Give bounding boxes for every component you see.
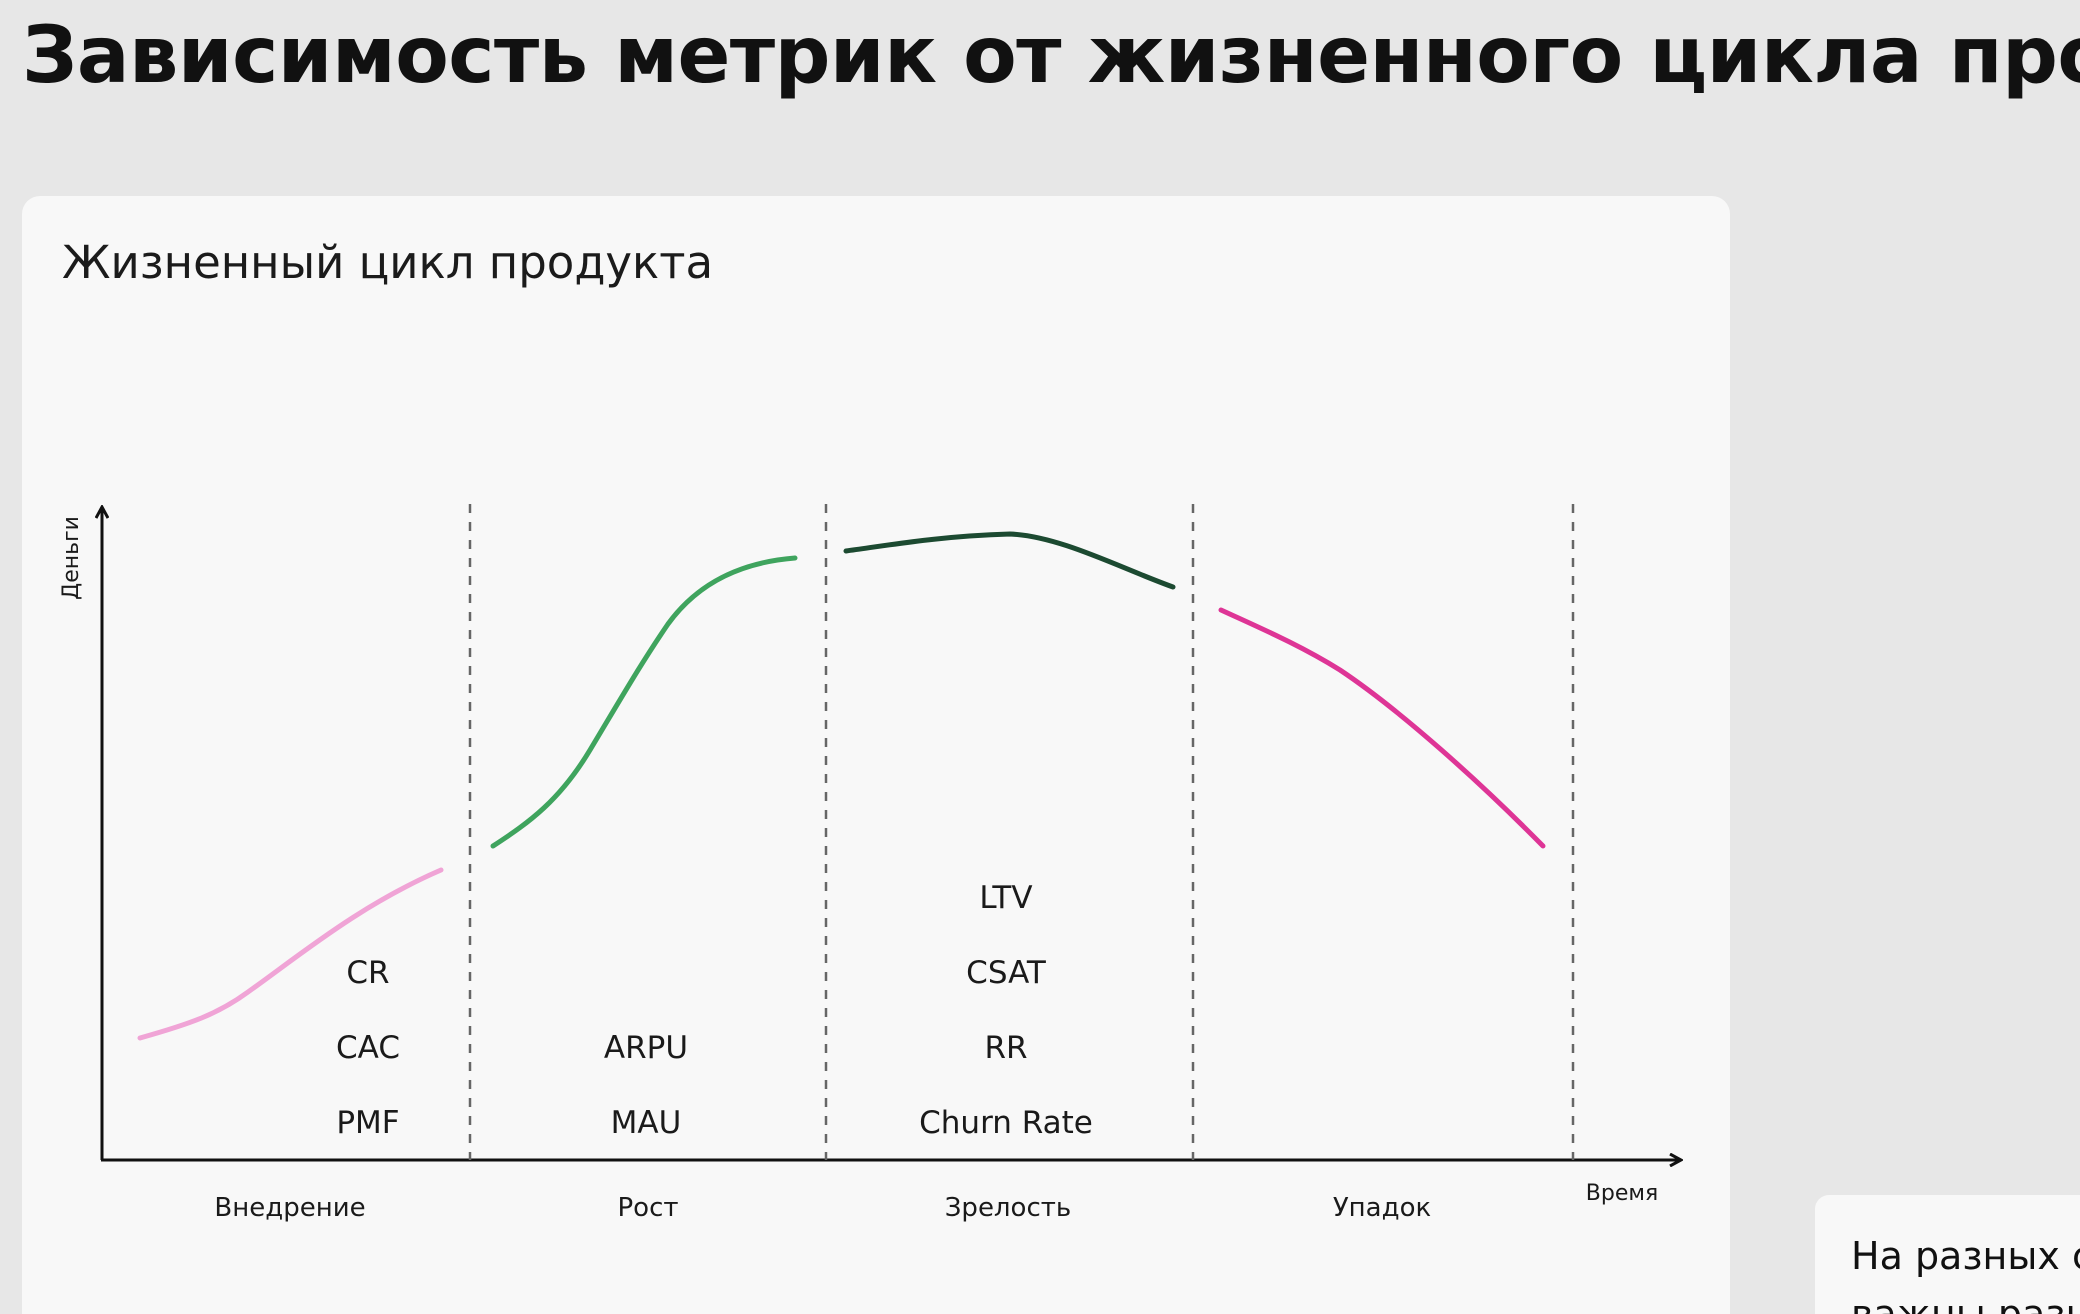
metric-label: CSAT [966, 955, 1047, 991]
side-note-text: На разных ст важны разн [1851, 1227, 2080, 1314]
curve-decline [1218, 607, 1546, 849]
metric-label: Churn Rate [919, 1105, 1093, 1141]
slide-title: Зависимость метрик от жизненного цикла п… [22, 11, 2080, 101]
metric-label: CR [346, 955, 389, 991]
metric-label: RR [984, 1030, 1027, 1066]
metric-label: MAU [611, 1105, 682, 1141]
stage-label-introduction: Внедрение [214, 1193, 365, 1223]
x-axis-label: Время [1586, 1181, 1658, 1206]
curve-growth [490, 555, 798, 849]
metric-label: LTV [979, 880, 1032, 916]
stage-label-growth: Рост [617, 1193, 678, 1223]
metric-label: ARPU [604, 1030, 688, 1066]
y-axis-label: Деньги [59, 516, 84, 600]
metric-label: PMF [336, 1105, 399, 1141]
card-title: Жизненный цикл продукта [62, 236, 714, 289]
stage-label-maturity: Зрелость [945, 1193, 1071, 1223]
curve-introduction [137, 867, 444, 1041]
curve-maturity [843, 531, 1176, 590]
side-note-line-2: важны разн [1851, 1292, 2080, 1314]
stage-label-decline: Упадок [1333, 1193, 1431, 1223]
metric-label: CAC [336, 1030, 400, 1066]
side-note-card: На разных ст важны разн [1815, 1195, 2080, 1314]
side-note-line-1: На разных ст [1851, 1234, 2080, 1278]
